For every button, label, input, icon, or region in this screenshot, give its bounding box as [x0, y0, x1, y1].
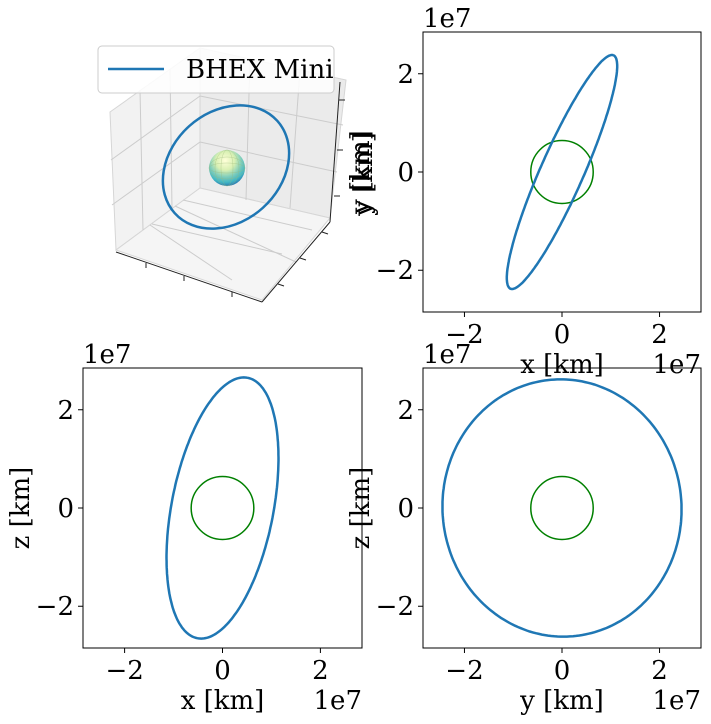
y-tick-label: 2: [57, 396, 74, 426]
y-offset-label: 1e7: [423, 340, 471, 370]
axes-frame: [422, 31, 702, 313]
x-offset-label: 1e7: [653, 350, 701, 380]
y-tick-label: 2: [397, 396, 414, 426]
x-tick-label: −2: [445, 656, 483, 686]
y-offset-label: 1e7: [423, 4, 471, 34]
y-tick-label: −2: [376, 592, 414, 622]
orbit-line: [165, 376, 280, 640]
legend: BHEX Mini: [97, 45, 335, 94]
x-tick-label: 2: [651, 656, 668, 686]
x-tick-label: 0: [214, 656, 231, 686]
axes-frame: [82, 367, 363, 649]
legend-label: BHEX Mini: [186, 55, 334, 85]
legend-box: [97, 45, 335, 94]
panel-bottom-right: −2 0 2 −2 0 2 y [km] z [km] 1e7 1e7: [346, 340, 702, 716]
y-axis-label: z [km]: [6, 467, 36, 550]
x-tick-label: 0: [554, 656, 571, 686]
y-tick-label: −2: [36, 592, 74, 622]
y-tick-label: −2: [376, 256, 414, 286]
earth-circle: [530, 139, 594, 205]
y-offset-label: 1e7: [83, 340, 131, 370]
earth-circle: [190, 475, 255, 541]
panel-top-right: −2 0 2 −2 0 2 x [km] y [km] 1e7 1e7: [346, 4, 702, 380]
panel-bottom-left: −2 0 2 −2 0 2 x [km] z [km] 1e7 1e7: [6, 340, 363, 716]
x-tick-label: 2: [312, 656, 329, 686]
x-tick-label: 0: [554, 320, 571, 350]
y-tick-label: 0: [57, 494, 74, 524]
x-tick-label: 2: [651, 320, 668, 350]
y-axis-label-3d: y [km]: [349, 132, 379, 217]
y-tick-label: 2: [397, 60, 414, 90]
orbit-line: [505, 53, 619, 291]
x-axis-label: x [km]: [181, 686, 265, 716]
x-tick-label: −2: [445, 320, 483, 350]
orbit-3d: [161, 104, 291, 230]
x-axis-label: y [km]: [519, 686, 604, 716]
x-offset-label: 1e7: [653, 686, 701, 716]
panel-3d: BHEX Mini y [km]: [97, 45, 379, 303]
earth-circle: [530, 475, 594, 541]
axes-frame: [422, 367, 702, 649]
x-offset-label: 1e7: [314, 686, 362, 716]
earth-sphere: [208, 149, 246, 187]
y-axis-label: y [km]: [346, 130, 376, 215]
y-tick-label: 0: [397, 158, 414, 188]
x-tick-label: −2: [105, 656, 143, 686]
axes-3d-edges: [115, 81, 345, 303]
y-tick-label: 0: [397, 494, 414, 524]
y-axis-label: z [km]: [346, 467, 376, 550]
x-axis-label: x [km]: [520, 350, 604, 380]
orbit-line: [441, 378, 683, 638]
